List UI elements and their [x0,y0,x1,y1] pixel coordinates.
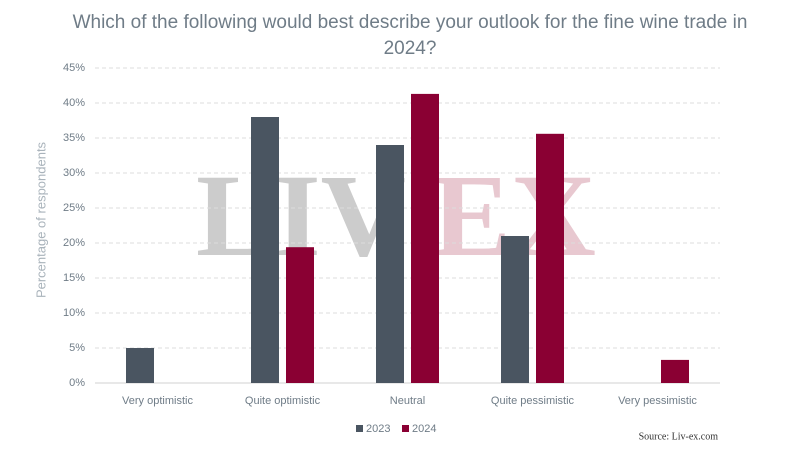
bar [411,93,439,384]
x-tick-label: Neutral [390,395,425,407]
bar [126,348,154,383]
bar [376,145,404,383]
y-axis-label: Percentage of respondents [33,141,48,298]
y-tick-label: 45% [63,62,85,74]
x-tick-label: Quite pessimistic [491,395,575,407]
bar [536,133,564,383]
bar [251,117,279,383]
source: Source: Liv-ex.com [639,431,719,442]
y-tick-label: 40% [63,97,85,109]
y-tick-label: 10% [63,307,85,319]
bar [501,236,529,383]
y-tick-label: 20% [63,237,85,249]
y-tick-label: 15% [63,272,85,284]
bar [661,359,689,383]
x-tick-label: Quite optimistic [245,395,321,407]
x-tick-label: Very pessimistic [618,395,697,407]
bar [286,247,314,383]
chart-title: Which of the following would best descri… [72,12,748,59]
legend-swatch [402,425,409,432]
legend-swatch [356,425,363,432]
y-tick-label: 35% [63,132,85,144]
x-tick-label: Very optimistic [122,395,193,407]
legend-label: 2024 [412,423,436,435]
y-tick-label: 5% [69,342,85,354]
y-tick-label: 30% [63,167,85,179]
legend-label: 2023 [366,423,390,435]
y-tick-label: 0% [69,377,85,389]
y-tick-label: 25% [63,202,85,214]
